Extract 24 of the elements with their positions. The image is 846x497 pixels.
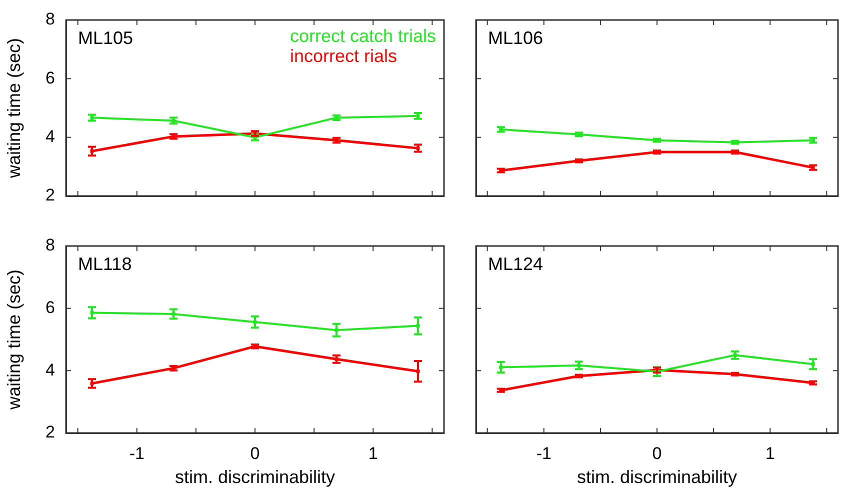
y-tick-label: 8 xyxy=(46,10,55,29)
y-tick-label: 6 xyxy=(46,298,55,318)
x-tick-label: 1 xyxy=(368,444,378,463)
y-axis-title: waiting time (sec) xyxy=(4,269,24,411)
chart-title: ML124 xyxy=(488,254,544,274)
chart-title: ML105 xyxy=(78,28,134,48)
y-tick-label: 4 xyxy=(46,127,55,146)
chart-title: ML118 xyxy=(78,254,132,274)
x-tick-label: -1 xyxy=(129,444,144,463)
x-axis-title: stim. discriminability xyxy=(576,467,738,488)
y-tick-label: 2 xyxy=(46,186,55,205)
y-axis-title: waiting time (sec) xyxy=(4,38,24,180)
x-tick-label: 1 xyxy=(765,444,775,463)
x-tick-label: 0 xyxy=(652,444,662,463)
x-tick-label: 0 xyxy=(250,444,260,463)
y-tick-label: 6 xyxy=(46,68,55,88)
x-tick-label: -1 xyxy=(536,444,552,463)
text: incorrect rials xyxy=(290,46,397,66)
y-tick-label: 8 xyxy=(46,236,55,255)
y-tick-label: 2 xyxy=(46,422,55,442)
text: correct catch trials xyxy=(290,26,436,46)
y-tick-label: 4 xyxy=(46,360,55,380)
x-axis-title: stim. discriminability xyxy=(174,467,336,488)
chart-title: ML106 xyxy=(488,28,544,48)
